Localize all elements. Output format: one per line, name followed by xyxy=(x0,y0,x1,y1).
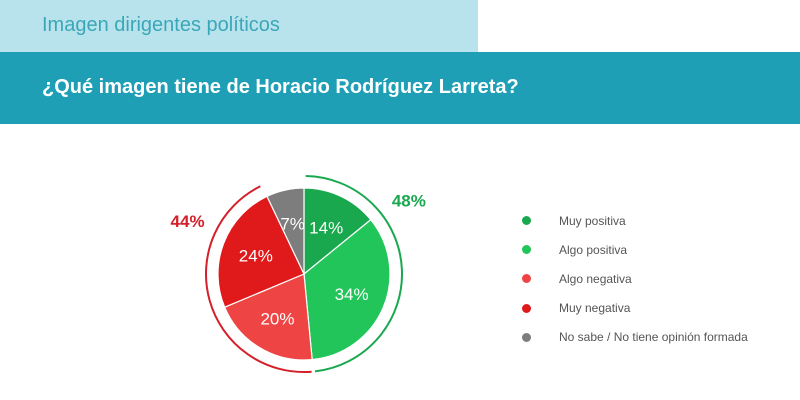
legend-label: Muy negativa xyxy=(559,301,631,316)
pie-slice-algo-positiva xyxy=(303,218,391,361)
legend-marker xyxy=(522,274,531,284)
legend-item-algo-negativa: Algo negativa xyxy=(522,270,748,287)
group-arc-0 xyxy=(305,175,403,373)
pie-slice-no-sabe-no-tiene-opinion-formada xyxy=(266,187,305,275)
group-total-0: 48% xyxy=(392,192,426,211)
legend-marker xyxy=(522,332,531,342)
legend-item-muy-positiva: Muy positiva xyxy=(522,212,748,229)
legend-item-muy-negativa: Muy negativa xyxy=(522,300,748,317)
chart-question: ¿Qué imagen tiene de Horacio Rodríguez L… xyxy=(42,76,519,98)
legend-marker xyxy=(522,303,531,313)
pie-slice-muy-positiva xyxy=(303,187,372,276)
slice-label-muy-positiva: 14% xyxy=(309,218,343,237)
legend-label: Muy positiva xyxy=(559,213,626,228)
slice-label-algo-negativa: 20% xyxy=(260,309,294,328)
group-total-1: 44% xyxy=(171,212,205,231)
slice-label-algo-positiva: 34% xyxy=(335,285,369,304)
legend-marker xyxy=(522,245,531,255)
section-band: Imagen dirigentes políticos xyxy=(0,0,478,52)
pie-slice-muy-negativa xyxy=(217,195,305,309)
slice-label-muy-negativa: 24% xyxy=(239,247,273,266)
legend-marker xyxy=(522,216,531,225)
section-title: Imagen dirigentes políticos xyxy=(42,14,280,36)
legend-label: Algo negativa xyxy=(559,271,632,286)
legend-item-no-sabe-no-tiene-opinion-formada: No sabe / No tiene opinión formada xyxy=(522,329,748,346)
slice-label-no-sabe-no-tiene-opinion-formada: 7% xyxy=(280,215,305,234)
chart-legend: Muy positiva Algo positiva Algo negativa Mu… xyxy=(522,212,748,358)
pie-chart: 14% 34% 20% 24% 7% 48% 44% xyxy=(171,175,426,373)
group-arc-1 xyxy=(205,185,312,373)
legend-item-algo-positiva: Algo positiva xyxy=(522,241,748,258)
legend-label: No sabe / No tiene opinión formada xyxy=(559,330,748,345)
pie-slice-algo-negativa xyxy=(223,273,313,361)
question-bar: ¿Qué imagen tiene de Horacio Rodríguez L… xyxy=(0,52,800,124)
legend-label: Algo positiva xyxy=(559,242,628,257)
